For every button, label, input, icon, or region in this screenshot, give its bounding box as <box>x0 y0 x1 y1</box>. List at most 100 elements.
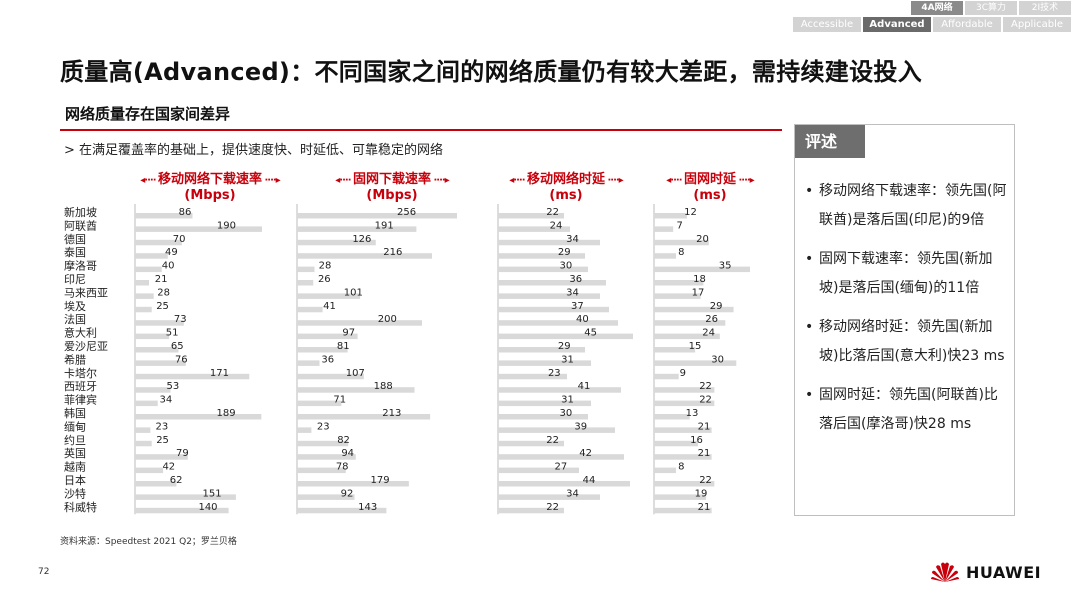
data-label: 171 <box>210 368 229 379</box>
bar <box>135 427 151 433</box>
tab-category-1[interactable]: 3C算力 <box>964 0 1018 16</box>
bar <box>498 266 588 273</box>
data-label: 94 <box>341 448 354 459</box>
data-label: 78 <box>336 462 349 473</box>
right-arrow-icon: ····▸ <box>262 175 280 186</box>
bar <box>498 280 606 286</box>
data-label: 28 <box>319 261 332 272</box>
tab-category-2[interactable]: 2I技术 <box>1018 0 1072 16</box>
category-label: 德国 <box>64 232 86 246</box>
tab-subcategory-0[interactable]: Accessible <box>792 16 862 33</box>
bar <box>297 373 364 380</box>
data-label: 36 <box>321 354 334 365</box>
data-label: 126 <box>352 234 371 245</box>
category-label: 沙特 <box>64 486 86 500</box>
data-label: 27 <box>555 462 568 473</box>
top-tabs: 4A网络 3C算力 2I技术 Accessible Advanced Affordabl… <box>792 0 1072 33</box>
data-label: 216 <box>383 247 402 258</box>
bar <box>297 507 387 514</box>
category-label: 法国 <box>64 312 86 326</box>
right-arrow-icon: ····▸ <box>605 175 623 186</box>
data-label: 76 <box>175 354 188 365</box>
data-label: 86 <box>179 207 192 218</box>
bar <box>135 293 154 299</box>
category-label: 摩洛哥 <box>64 259 97 273</box>
series-header-3: ◂···· 固网时延 ····▸ (ms) <box>610 172 810 203</box>
series-header-2: ◂···· 移动网络时延 ····▸ (ms) <box>466 172 666 203</box>
bar <box>654 213 687 219</box>
category-label: 埃及 <box>64 299 86 313</box>
bar <box>498 347 585 353</box>
bar <box>654 454 712 460</box>
series-header-1: ◂···· 固网下载速率 ····▸ (Mbps) <box>292 172 492 203</box>
data-label: 179 <box>371 475 390 486</box>
data-label: 29 <box>558 247 571 258</box>
data-label: 65 <box>171 341 184 352</box>
bar <box>297 467 346 474</box>
category-label: 韩国 <box>64 406 86 420</box>
data-label: 8 <box>678 462 684 473</box>
bar <box>297 280 314 286</box>
series-label: 固网时延 <box>683 172 736 187</box>
data-label: 24 <box>702 328 715 339</box>
data-label: 256 <box>397 207 416 218</box>
bar <box>654 293 701 299</box>
bar <box>297 494 355 500</box>
bar <box>654 266 750 273</box>
bar <box>498 239 600 246</box>
bar <box>135 280 150 286</box>
bar <box>297 360 320 366</box>
category-label: 新加坡 <box>64 205 97 219</box>
bar <box>297 306 323 313</box>
data-label: 21 <box>698 421 711 432</box>
data-label: 34 <box>566 488 579 499</box>
section-divider <box>60 129 782 131</box>
data-label: 44 <box>583 475 596 486</box>
bar <box>297 454 356 460</box>
bar <box>654 400 715 407</box>
data-label: 8 <box>678 247 684 258</box>
data-label: 22 <box>546 435 559 446</box>
category-label: 印尼 <box>64 273 86 286</box>
bar <box>135 400 158 407</box>
category-label: 泰国 <box>64 245 86 259</box>
bar <box>498 454 624 460</box>
page-number: 72 <box>38 567 50 577</box>
data-label: 34 <box>566 234 579 245</box>
bar <box>297 347 348 353</box>
series-name: ◂···· 固网时延 ····▸ <box>610 172 810 188</box>
data-label: 151 <box>203 488 222 499</box>
data-label: 191 <box>375 220 394 231</box>
bar <box>498 333 633 340</box>
data-label: 36 <box>569 274 582 285</box>
bar <box>498 213 564 219</box>
tab-subcategory-1[interactable]: Advanced <box>862 16 932 33</box>
category-label: 缅甸 <box>64 419 86 433</box>
bar <box>498 253 585 259</box>
category-label: 越南 <box>64 460 86 474</box>
data-label: 42 <box>162 462 175 473</box>
data-label: 17 <box>692 287 705 298</box>
data-label: 70 <box>173 234 186 245</box>
data-label: 82 <box>337 435 350 446</box>
tab-subcategory-2[interactable]: Affordable <box>932 16 1002 33</box>
series-name: ◂···· 固网下载速率 ····▸ <box>292 172 492 188</box>
bar <box>498 400 591 407</box>
series-name: ◂···· 移动网络时延 ····▸ <box>466 172 666 188</box>
tab-subcategory-3[interactable]: Applicable <box>1002 16 1072 33</box>
data-label: 18 <box>693 274 706 285</box>
data-label: 26 <box>318 274 331 285</box>
bar <box>654 333 720 340</box>
data-label: 92 <box>341 488 354 499</box>
category-label: 约旦 <box>64 434 86 447</box>
data-label: 22 <box>699 395 712 406</box>
data-label: 15 <box>689 341 702 352</box>
tab-category-0[interactable]: 4A网络 <box>910 0 964 16</box>
category-label: 爱沙尼亚 <box>64 340 108 353</box>
bar <box>135 387 171 393</box>
data-label: 79 <box>176 448 189 459</box>
data-label: 49 <box>165 247 178 258</box>
bar <box>297 266 315 273</box>
bar <box>297 320 422 326</box>
data-label: 12 <box>684 207 697 218</box>
